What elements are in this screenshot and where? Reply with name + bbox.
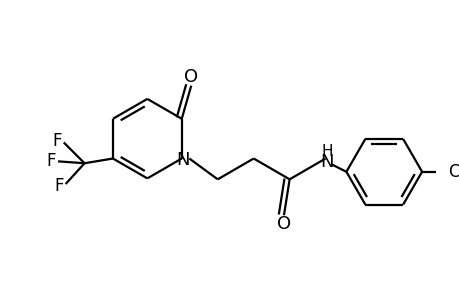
Text: Cl: Cl <box>447 163 459 181</box>
Text: N: N <box>320 153 334 171</box>
Text: F: F <box>52 131 62 149</box>
Text: N: N <box>176 152 189 169</box>
Text: O: O <box>276 215 291 233</box>
Text: F: F <box>54 177 64 195</box>
Text: F: F <box>46 152 56 170</box>
Text: H: H <box>321 144 332 159</box>
Text: O: O <box>184 68 198 86</box>
